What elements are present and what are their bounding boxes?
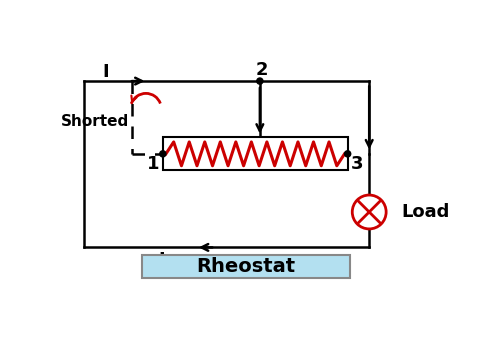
- Circle shape: [352, 195, 386, 229]
- Text: I: I: [103, 63, 109, 81]
- Text: 1: 1: [147, 155, 160, 173]
- Circle shape: [345, 151, 351, 157]
- Bar: [142, 255, 350, 278]
- Text: Shorted: Shorted: [61, 114, 129, 129]
- Circle shape: [257, 78, 263, 84]
- Text: I: I: [158, 251, 165, 269]
- Bar: [163, 137, 348, 170]
- Text: Load: Load: [402, 203, 450, 221]
- Text: 2: 2: [256, 61, 268, 79]
- Circle shape: [160, 151, 166, 157]
- Text: Rheostat: Rheostat: [196, 257, 296, 276]
- Text: 3: 3: [350, 155, 363, 173]
